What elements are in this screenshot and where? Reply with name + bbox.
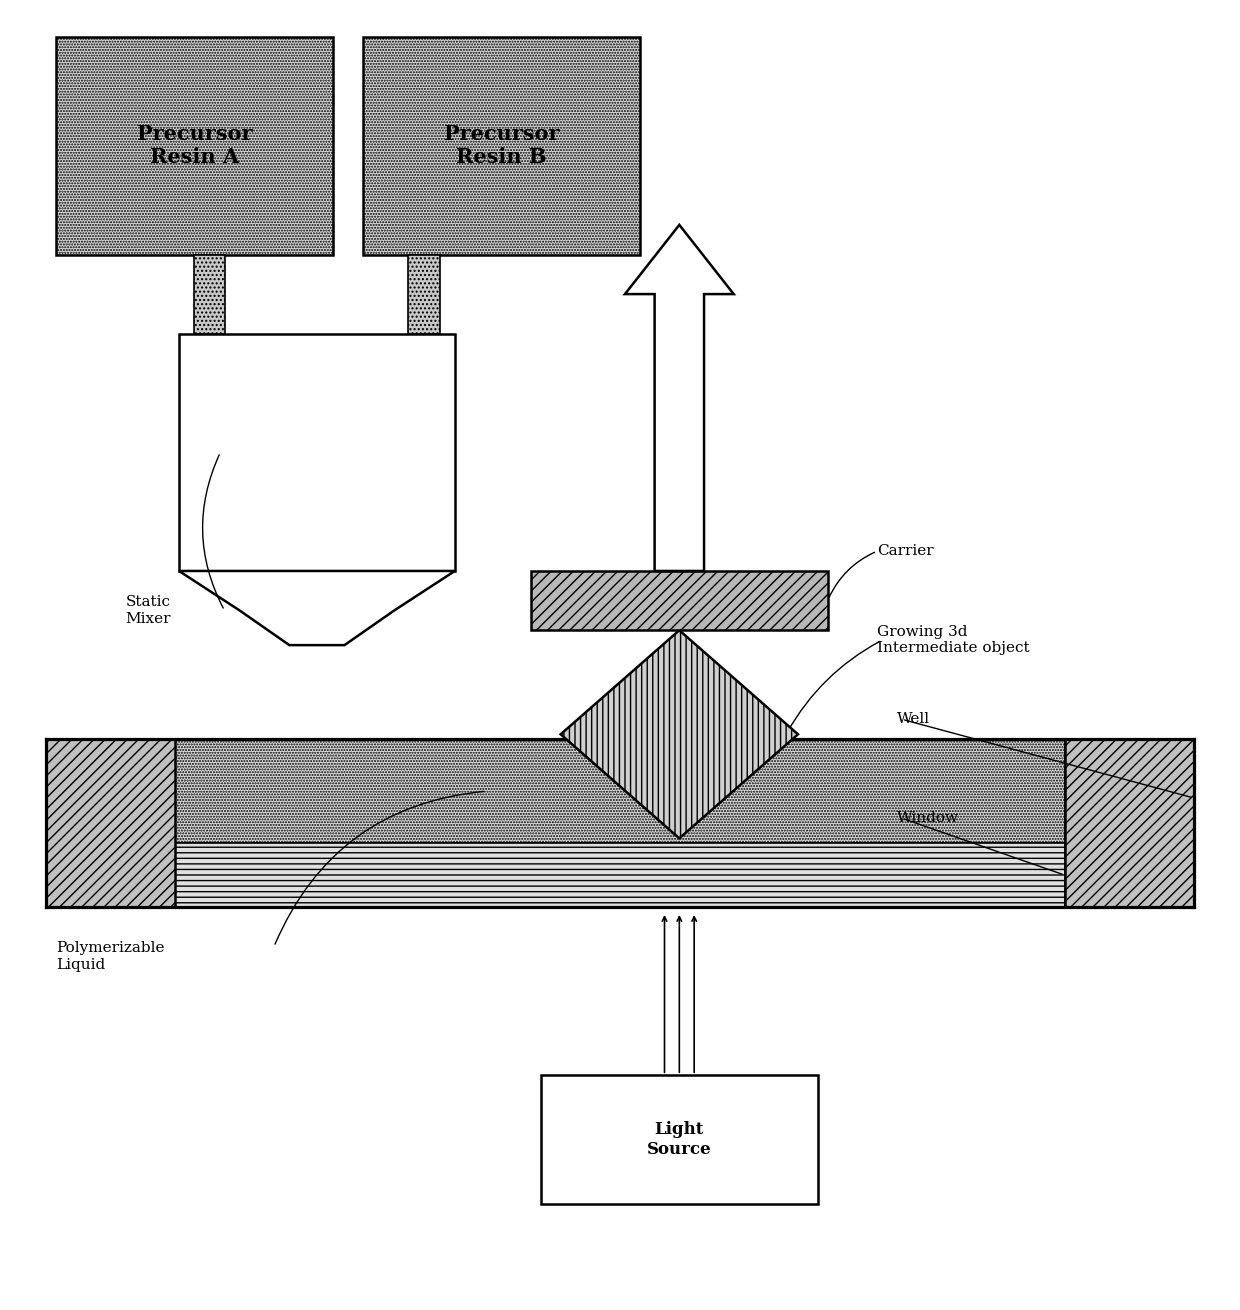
Text: Polymerizable
Liquid: Polymerizable Liquid [56,942,165,972]
Text: Light
Source: Light Source [647,1121,712,1158]
Polygon shape [625,225,734,571]
Bar [1065,739,1194,907]
Text: Well: Well [897,713,930,726]
Polygon shape [560,630,799,838]
Bar [56,37,334,254]
Bar [46,739,175,907]
Text: Static
Mixer: Static Mixer [125,596,171,626]
Text: Precursor
Resin B: Precursor Resin B [444,124,559,168]
Text: Precursor
Resin A: Precursor Resin A [138,124,253,168]
Bar [179,334,455,571]
Bar [363,37,640,254]
Bar [408,254,440,334]
Bar [175,739,1065,844]
Text: Window: Window [897,811,959,825]
Bar [193,254,226,334]
Text: Growing 3d
Intermediate object: Growing 3d Intermediate object [877,625,1029,655]
Bar [175,844,1065,907]
Polygon shape [179,571,455,645]
Bar [541,1076,817,1204]
Bar [531,571,827,630]
Text: Carrier: Carrier [877,544,934,558]
